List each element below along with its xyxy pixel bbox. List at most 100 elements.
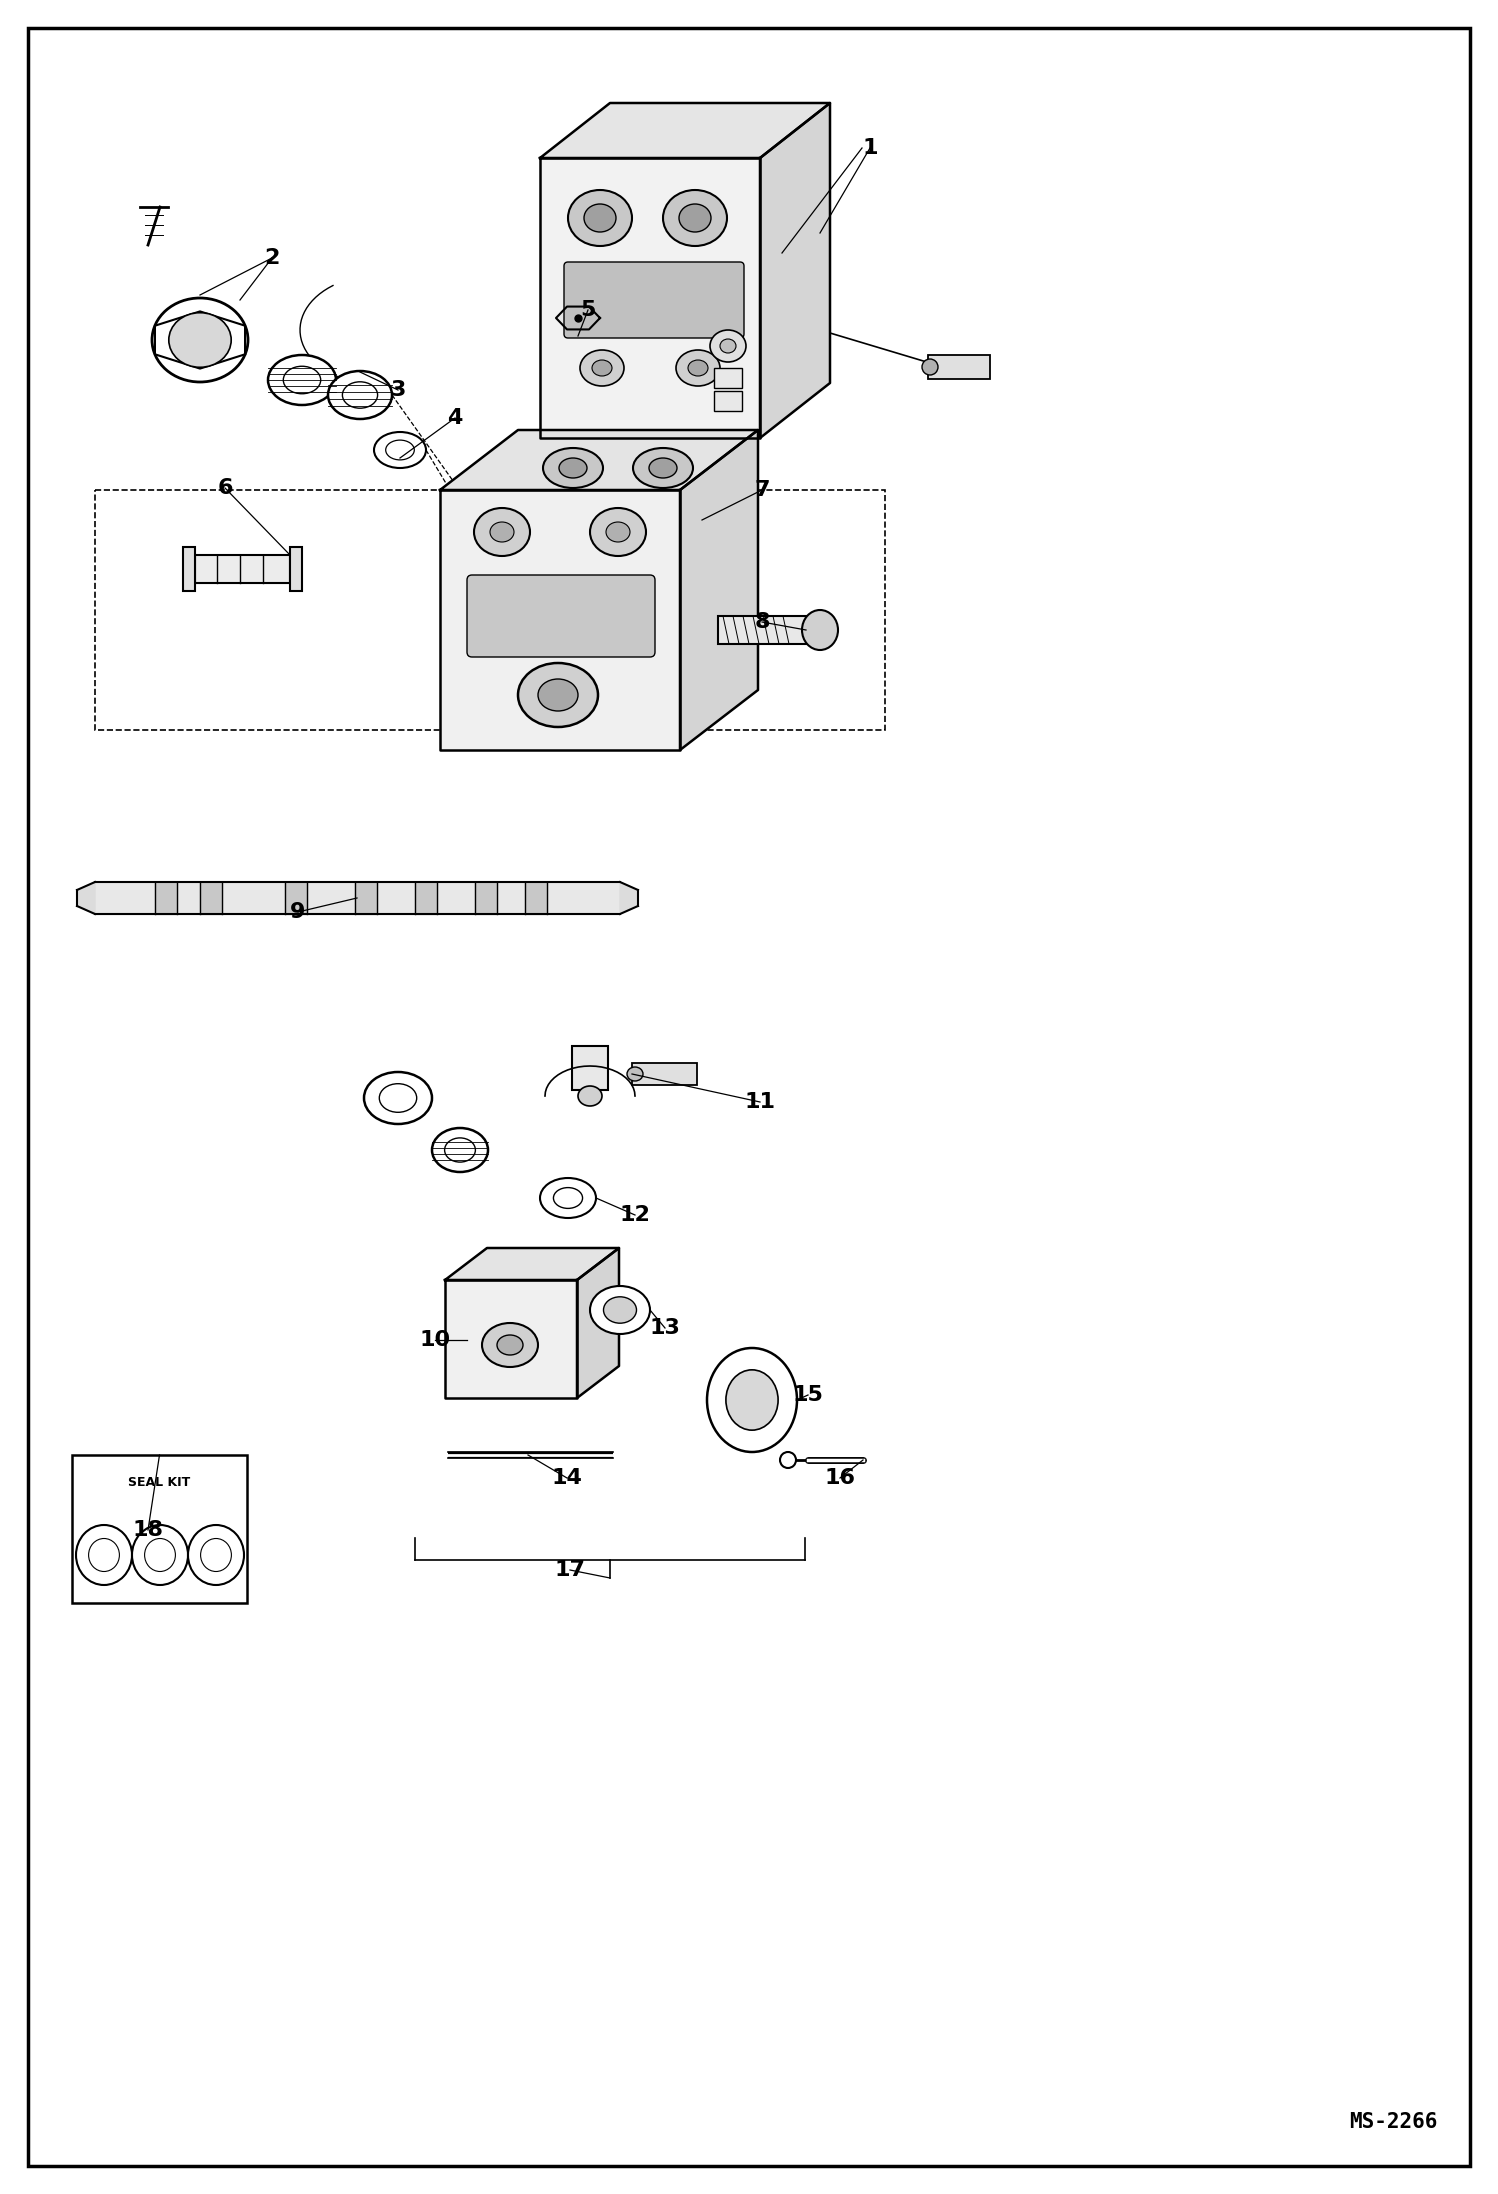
Ellipse shape — [801, 610, 837, 649]
Ellipse shape — [604, 1297, 637, 1323]
Text: 1: 1 — [863, 138, 878, 158]
Bar — [572, 1047, 608, 1090]
Bar — [715, 391, 742, 410]
Ellipse shape — [473, 509, 530, 555]
FancyBboxPatch shape — [467, 575, 655, 656]
Polygon shape — [539, 158, 759, 439]
Text: 14: 14 — [551, 1468, 583, 1488]
Text: 9: 9 — [291, 902, 306, 921]
Polygon shape — [620, 882, 638, 915]
Ellipse shape — [568, 191, 632, 246]
Text: SEAL KIT: SEAL KIT — [129, 1477, 190, 1490]
Ellipse shape — [189, 1525, 244, 1584]
Ellipse shape — [343, 382, 377, 408]
Ellipse shape — [727, 1369, 777, 1430]
Bar — [183, 546, 195, 590]
Text: 10: 10 — [419, 1330, 451, 1349]
Text: 11: 11 — [745, 1093, 776, 1112]
Ellipse shape — [169, 314, 231, 366]
Ellipse shape — [710, 329, 746, 362]
Ellipse shape — [542, 448, 604, 487]
Polygon shape — [76, 882, 94, 915]
Ellipse shape — [679, 204, 712, 233]
Text: MS-2266: MS-2266 — [1348, 2113, 1437, 2133]
Polygon shape — [475, 882, 497, 915]
Ellipse shape — [580, 351, 625, 386]
Ellipse shape — [688, 360, 709, 375]
Ellipse shape — [374, 432, 425, 467]
Polygon shape — [445, 1279, 577, 1398]
Bar — [718, 617, 806, 645]
Text: 16: 16 — [824, 1468, 855, 1488]
Polygon shape — [201, 882, 222, 915]
Ellipse shape — [607, 522, 631, 542]
Ellipse shape — [664, 191, 727, 246]
Ellipse shape — [76, 1525, 132, 1584]
Ellipse shape — [328, 371, 392, 419]
Ellipse shape — [145, 1538, 175, 1571]
Ellipse shape — [584, 204, 616, 233]
Ellipse shape — [578, 1086, 602, 1106]
Polygon shape — [759, 103, 830, 439]
Polygon shape — [440, 489, 680, 750]
Ellipse shape — [132, 1525, 189, 1584]
Text: 5: 5 — [580, 301, 596, 320]
Ellipse shape — [268, 355, 336, 406]
Text: 7: 7 — [755, 480, 770, 500]
Ellipse shape — [592, 360, 613, 375]
Ellipse shape — [482, 1323, 538, 1367]
Polygon shape — [556, 307, 601, 329]
FancyBboxPatch shape — [565, 261, 745, 338]
Ellipse shape — [88, 1538, 120, 1571]
Ellipse shape — [431, 1128, 488, 1172]
Text: 15: 15 — [792, 1384, 824, 1404]
Ellipse shape — [634, 448, 694, 487]
Polygon shape — [539, 103, 830, 158]
Ellipse shape — [445, 1139, 475, 1163]
Polygon shape — [415, 882, 437, 915]
Text: 13: 13 — [650, 1319, 680, 1338]
Polygon shape — [94, 882, 620, 915]
Text: 12: 12 — [620, 1205, 650, 1224]
Polygon shape — [285, 882, 307, 915]
Text: 18: 18 — [132, 1520, 163, 1540]
Ellipse shape — [553, 1187, 583, 1209]
Ellipse shape — [518, 663, 598, 726]
Polygon shape — [195, 555, 291, 584]
Ellipse shape — [721, 340, 736, 353]
Polygon shape — [577, 1248, 619, 1398]
Ellipse shape — [649, 459, 677, 478]
Ellipse shape — [385, 441, 415, 461]
Ellipse shape — [780, 1452, 795, 1468]
Bar — [715, 369, 742, 388]
Ellipse shape — [628, 1066, 643, 1082]
Ellipse shape — [590, 509, 646, 555]
Ellipse shape — [676, 351, 721, 386]
Polygon shape — [524, 882, 547, 915]
Text: 17: 17 — [554, 1560, 586, 1580]
Ellipse shape — [364, 1073, 431, 1123]
Polygon shape — [154, 882, 177, 915]
Ellipse shape — [559, 459, 587, 478]
Text: 8: 8 — [755, 612, 770, 632]
Polygon shape — [445, 1248, 619, 1279]
Text: 2: 2 — [264, 248, 280, 268]
Ellipse shape — [379, 1084, 416, 1112]
Ellipse shape — [538, 678, 578, 711]
Text: 3: 3 — [391, 380, 406, 399]
Ellipse shape — [921, 360, 938, 375]
Bar — [94, 489, 885, 731]
Text: 4: 4 — [448, 408, 463, 428]
Ellipse shape — [590, 1286, 650, 1334]
Text: 6: 6 — [217, 478, 232, 498]
Polygon shape — [355, 882, 377, 915]
Bar — [927, 355, 990, 380]
Ellipse shape — [707, 1347, 797, 1452]
Ellipse shape — [539, 1178, 596, 1218]
Bar — [632, 1064, 697, 1086]
Bar — [72, 1455, 247, 1604]
Ellipse shape — [497, 1334, 523, 1356]
Polygon shape — [680, 430, 758, 750]
Ellipse shape — [201, 1538, 231, 1571]
Bar — [291, 546, 303, 590]
